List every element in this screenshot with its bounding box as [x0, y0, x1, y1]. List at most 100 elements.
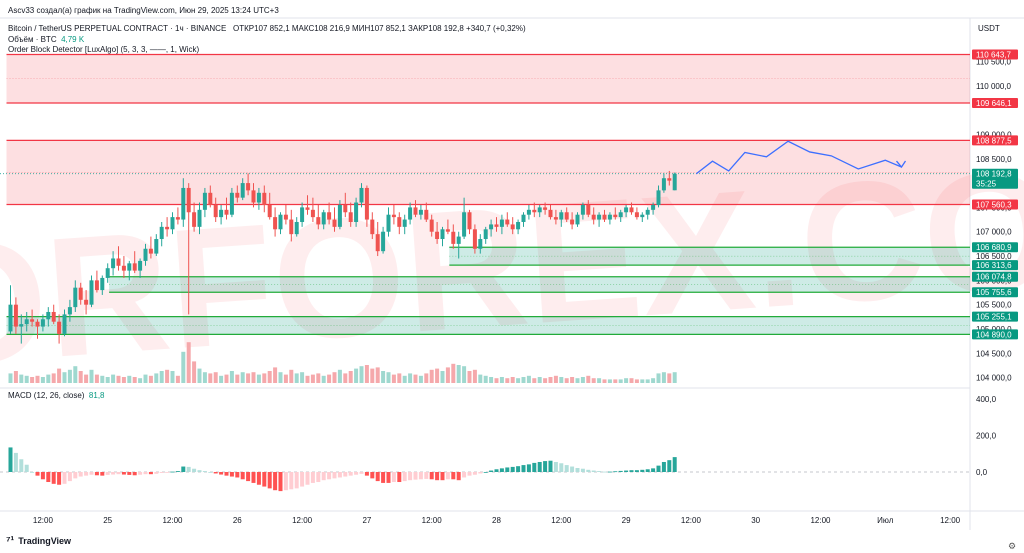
volume-bar: [202, 372, 207, 383]
candle-body: [229, 192, 234, 215]
candle-body: [262, 192, 267, 205]
macd-histogram-bar: [256, 472, 261, 485]
price-label-text: 108 192,8: [976, 170, 1012, 179]
volume-bar: [618, 379, 623, 383]
macd-histogram-bar: [289, 472, 294, 490]
volume-bar: [602, 379, 607, 383]
candle-body: [94, 280, 99, 291]
candle-body: [105, 268, 110, 278]
candle-body: [564, 212, 569, 220]
volume-bar: [634, 379, 639, 383]
candle-body: [35, 321, 40, 327]
indicator-label[interactable]: Order Block Detector [LuxAlgo] (5, 3, 3,…: [8, 45, 200, 54]
macd-histogram-bar: [240, 472, 245, 480]
footer-brand[interactable]: ⁷¹ TradingView: [6, 535, 71, 547]
macd-histogram-bar: [494, 469, 499, 472]
volume-bar: [408, 373, 413, 383]
candle-body: [483, 229, 488, 240]
macd-histogram-bar: [267, 472, 272, 489]
macd-histogram-bar: [553, 461, 558, 472]
macd-histogram-bar: [111, 472, 116, 475]
price-label: 108 877,5: [972, 135, 1018, 146]
volume-bar: [343, 373, 348, 383]
price-tick-label: 107 000,0: [976, 228, 1012, 237]
macd-histogram-bar: [424, 472, 429, 479]
volume-bar: [570, 377, 575, 383]
macd-histogram-bar: [67, 472, 72, 482]
candle-body: [219, 209, 224, 218]
candle-body: [305, 207, 310, 210]
macd-histogram-bar: [602, 471, 607, 473]
macd-histogram-bar: [40, 472, 45, 480]
candle-body: [332, 219, 337, 227]
symbol-header[interactable]: Bitcoin / TetherUS PERPETUAL CONTRACT · …: [8, 24, 526, 34]
candle-body: [597, 214, 602, 220]
volume-bar: [526, 375, 531, 383]
macd-header[interactable]: MACD (12, 26, close) 81,8: [8, 391, 105, 401]
macd-histogram-bar: [354, 472, 359, 475]
candle-body: [67, 307, 72, 315]
time-tick-label: 29: [622, 516, 631, 525]
candle-body: [78, 287, 83, 300]
candle-body: [73, 287, 78, 308]
symbol-title[interactable]: Bitcoin / TetherUS PERPETUAL CONTRACT · …: [8, 24, 227, 33]
indicator-header[interactable]: Order Block Detector [LuxAlgo] (5, 3, 3,…: [8, 45, 199, 55]
candle-body: [278, 214, 283, 230]
candle-body: [202, 192, 207, 210]
volume-bar: [564, 378, 569, 383]
macd-label[interactable]: MACD (12, 26, close): [8, 391, 85, 400]
candle-body: [154, 239, 159, 254]
macd-value: 81,8: [88, 391, 105, 400]
candle-body: [478, 239, 483, 249]
volume-bar: [456, 365, 461, 383]
price-tick-label: 108 500,0: [976, 155, 1012, 164]
macd-histogram-bar: [202, 471, 207, 472]
macd-histogram-bar: [580, 468, 585, 472]
macd-histogram-bar: [229, 472, 234, 477]
volume-label[interactable]: Объём · BTC: [8, 35, 57, 44]
candle-body: [30, 319, 35, 322]
volume-bar: [51, 373, 56, 383]
time-tick-label: 12:00: [162, 516, 183, 525]
price-label-bg: [972, 135, 1018, 146]
volume-bar: [375, 367, 380, 383]
macd-histogram-bar: [402, 472, 407, 482]
candle-body: [629, 207, 634, 213]
candle-body: [381, 231, 386, 252]
candle-body: [494, 224, 499, 227]
chart-header: Ascv33 создал(а) график на TradingView.c…: [8, 6, 279, 16]
price-label-bg: [972, 311, 1018, 322]
macd-histogram-bar: [154, 472, 159, 474]
volume-header[interactable]: Объём · BTC 4,79 K: [8, 35, 84, 45]
candle-body: [289, 219, 294, 235]
macd-histogram-bar: [84, 472, 89, 476]
candle-body: [132, 263, 137, 271]
ohlc-values: ОТКР107 852,1 МАКС108 216,9 МИН107 852,1…: [232, 24, 526, 33]
macd-histogram-bar: [30, 472, 35, 473]
volume-bar: [100, 375, 105, 383]
volume-bar: [305, 375, 310, 383]
time-tick-label: 28: [492, 516, 501, 525]
price-label-text: 107 560,3: [976, 200, 1012, 209]
volume-bar: [559, 377, 564, 383]
volume-bar: [591, 378, 596, 383]
macd-histogram-bar: [478, 472, 483, 474]
price-label-text: 109 646,1: [976, 99, 1012, 108]
volume-bar: [240, 372, 245, 383]
volume-bar: [267, 371, 272, 383]
candle-body: [100, 277, 105, 291]
candle-body: [640, 214, 645, 218]
candle-body: [624, 207, 629, 213]
currency-label[interactable]: USDT: [978, 24, 1000, 33]
candle-body: [111, 258, 116, 269]
macd-histogram-bar: [62, 472, 67, 484]
price-tick-label: 106 500,0: [976, 252, 1012, 261]
gear-icon[interactable]: ⚙: [1008, 541, 1017, 551]
macd-histogram-bar: [300, 472, 305, 487]
price-tick-label: 104 500,0: [976, 349, 1012, 358]
volume-bar: [505, 378, 510, 383]
candle-body: [354, 202, 359, 222]
candle-body: [51, 311, 56, 322]
volume-bar: [57, 368, 62, 383]
